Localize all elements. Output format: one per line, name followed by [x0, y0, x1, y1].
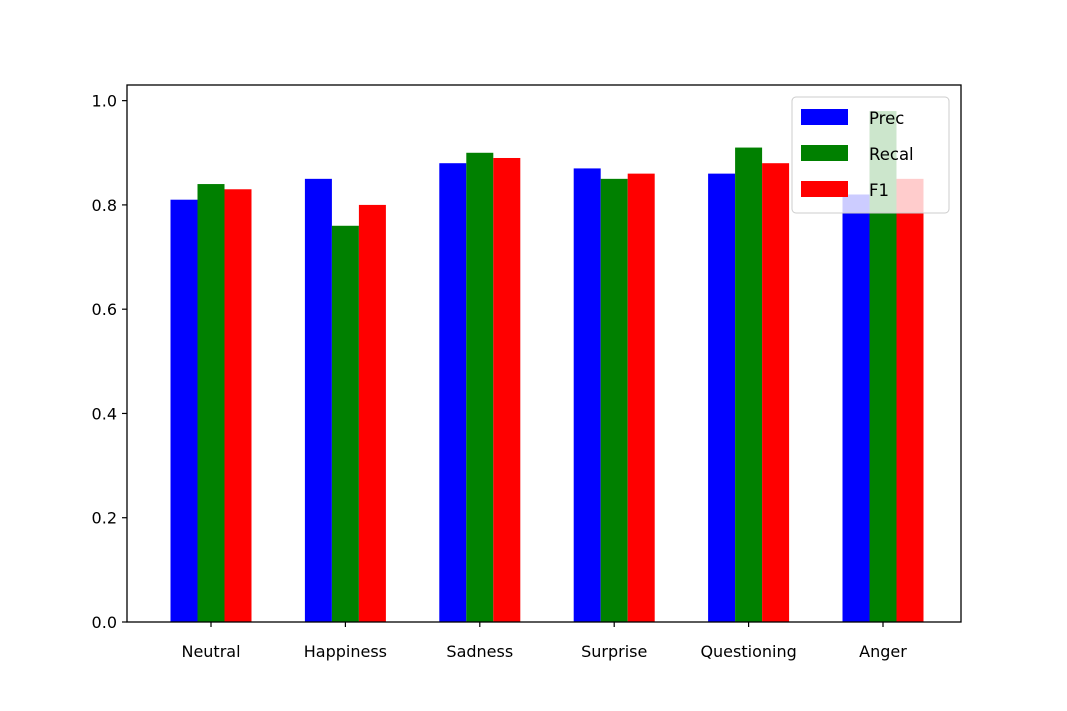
bar-recal-questioning	[735, 147, 763, 622]
bar-prec-questioning	[708, 173, 736, 622]
bars-group	[170, 111, 924, 623]
x-tick-label-sadness: Sadness	[446, 642, 513, 661]
bar-recal-surprise	[600, 178, 628, 622]
bar-recal-happiness	[331, 225, 359, 623]
bar-recal-neutral	[197, 184, 225, 622]
y-tick-label: 0.2	[92, 509, 117, 528]
bar-prec-neutral	[170, 199, 198, 622]
bar-recal-sadness	[466, 152, 494, 622]
y-tick-label: 0.8	[92, 196, 117, 215]
legend-label-recal: Recal	[869, 145, 914, 164]
bar-f1-surprise	[627, 173, 655, 622]
x-tick-label-anger: Anger	[859, 642, 907, 661]
bar-f1-neutral	[224, 189, 252, 622]
x-axis: Neutral Happiness Sadness Surprise Questioni…	[181, 622, 907, 661]
x-tick-label-questioning: Questioning	[700, 642, 796, 661]
bar-f1-happiness	[358, 204, 386, 622]
y-tick-label: 0.0	[92, 613, 117, 632]
legend: Prec Recal F1	[791, 96, 950, 214]
bar-f1-sadness	[493, 157, 521, 622]
y-tick-label: 0.6	[92, 300, 117, 319]
bar-prec-happiness	[304, 178, 332, 622]
y-axis: 0.0 0.2 0.4 0.6 0.8 1.0	[92, 92, 127, 632]
x-tick-label-happiness: Happiness	[304, 642, 387, 661]
x-tick-label-neutral: Neutral	[181, 642, 240, 661]
bar-prec-surprise	[573, 168, 601, 622]
legend-swatch-f1	[801, 181, 848, 197]
y-tick-label: 1.0	[92, 92, 117, 111]
x-tick-label-surprise: Surprise	[581, 642, 647, 661]
bar-prec-sadness	[439, 163, 467, 622]
legend-swatch-recal	[801, 145, 848, 161]
legend-label-f1: F1	[869, 181, 889, 200]
bar-f1-questioning	[762, 163, 790, 622]
bar-f1-anger	[896, 178, 924, 622]
legend-label-prec: Prec	[869, 109, 904, 128]
legend-swatch-prec	[801, 109, 848, 125]
y-tick-label: 0.4	[92, 404, 117, 423]
plot-frame	[126, 84, 962, 623]
bar-prec-anger	[842, 194, 870, 622]
